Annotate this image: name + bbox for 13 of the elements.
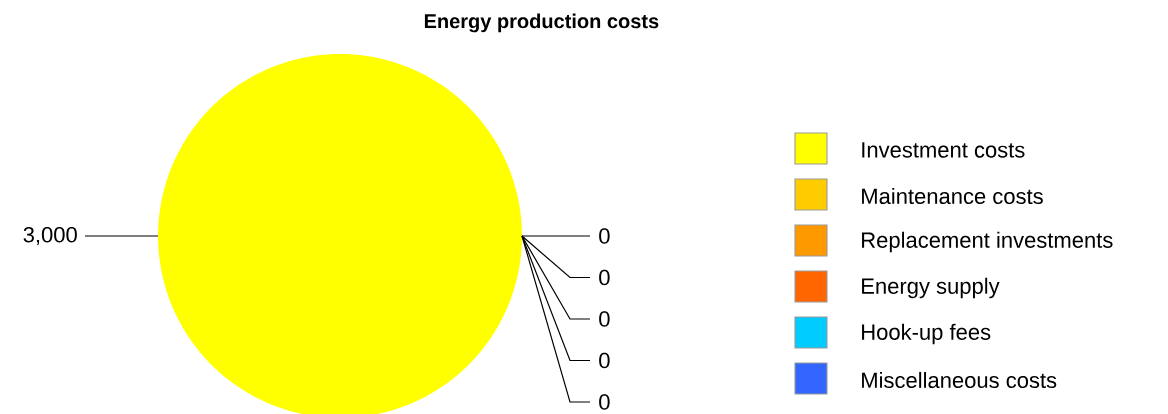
data-label: 3,000 bbox=[23, 226, 77, 246]
legend-label: Maintenance costs bbox=[862, 187, 1043, 205]
legend-label: Energy supply bbox=[862, 277, 1000, 299]
text: 0 bbox=[599, 394, 610, 410]
legend-label: Hook-up fees bbox=[862, 323, 991, 345]
chart-title: Energy production costs bbox=[424, 13, 659, 33]
legend-label: Investment costs bbox=[862, 142, 1025, 158]
legend-label: Miscellaneous costs bbox=[862, 371, 1057, 389]
text: 0 bbox=[599, 352, 610, 369]
text: 0 bbox=[599, 228, 610, 244]
text: 0 bbox=[599, 269, 610, 286]
legend-label: Replacement investments bbox=[862, 231, 1113, 253]
text: 0 bbox=[599, 311, 610, 327]
